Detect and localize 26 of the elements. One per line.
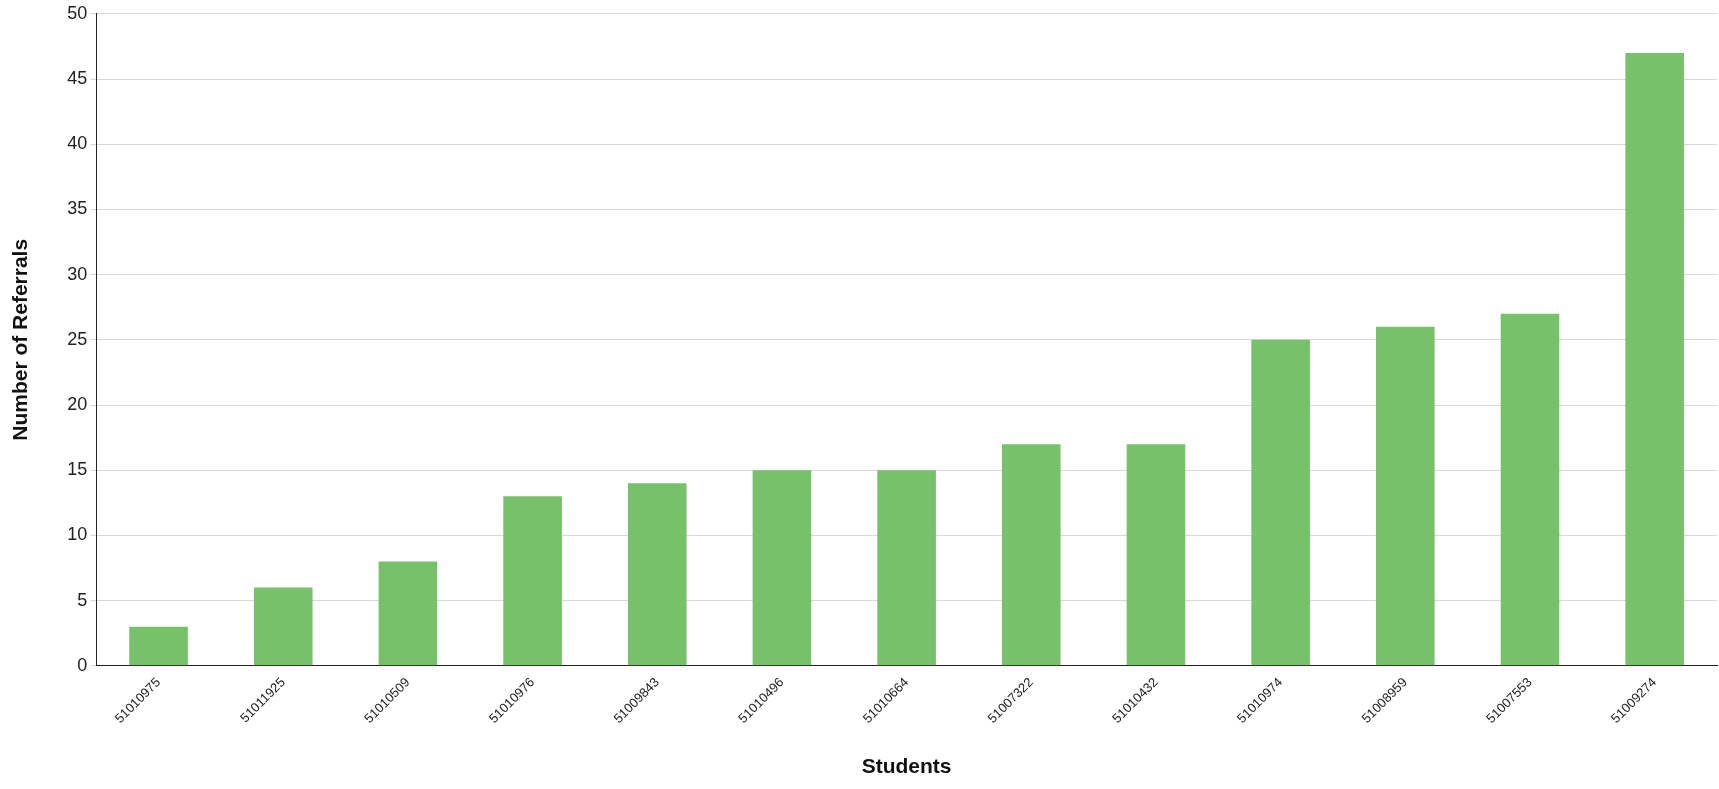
bar xyxy=(253,587,313,666)
y-tick-label: 30 xyxy=(67,263,88,284)
bar xyxy=(503,496,562,666)
y-tick-label: 45 xyxy=(67,67,88,88)
y-tick-label: 35 xyxy=(67,198,88,219)
y-tick-label: 15 xyxy=(67,459,88,480)
bar xyxy=(1625,52,1684,666)
bar xyxy=(877,470,936,666)
y-tick-label: 5 xyxy=(77,589,88,610)
bar xyxy=(1251,339,1310,666)
y-tick-label: 10 xyxy=(67,524,88,545)
y-tick-label: 20 xyxy=(67,394,88,415)
y-tick-label: 40 xyxy=(67,133,88,154)
bar xyxy=(1001,444,1061,666)
bar xyxy=(378,561,438,666)
bar xyxy=(627,483,687,666)
bar xyxy=(129,626,188,666)
bar xyxy=(1500,313,1560,666)
y-tick-label: 25 xyxy=(67,328,88,349)
y-tick-label: 50 xyxy=(67,2,88,23)
y-axis-title: Number of Referrals xyxy=(8,238,32,441)
y-tick-label: 0 xyxy=(77,654,88,675)
bar xyxy=(1376,326,1435,666)
bar xyxy=(1126,444,1186,666)
x-axis-title: Students xyxy=(861,754,952,778)
bar xyxy=(752,470,812,666)
